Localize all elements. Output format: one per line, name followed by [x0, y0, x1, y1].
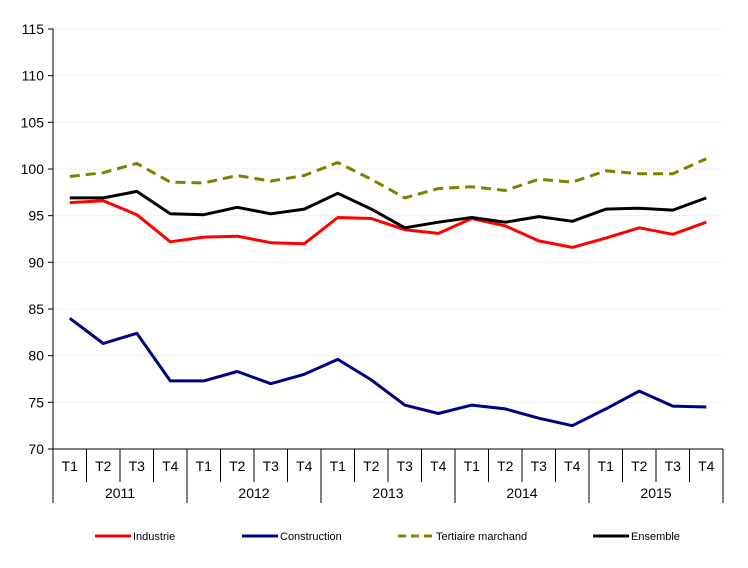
year-label: 2015	[640, 485, 671, 501]
x-tick-label: T3	[665, 458, 682, 474]
y-tick-label: 85	[28, 301, 44, 317]
x-tick-label: T3	[129, 458, 146, 474]
series-line-ensemble	[69, 189, 707, 230]
legend-label: Construction	[280, 531, 342, 543]
y-tick-label: 105	[21, 114, 45, 130]
series-line-construction	[68, 317, 707, 428]
x-tick-label: T4	[430, 458, 447, 474]
series-line-tertiaire-marchand	[69, 157, 707, 200]
x-tick-label: T2	[497, 458, 514, 474]
gridlines	[53, 28, 723, 403]
year-label: 2013	[372, 485, 403, 501]
year-label: 2011	[105, 485, 135, 501]
x-tick-label: T3	[397, 458, 414, 474]
y-tick-label: 100	[21, 161, 45, 177]
legend-label: Industrie	[133, 531, 175, 543]
x-tick-label: T1	[330, 458, 347, 474]
year-label: 2012	[238, 485, 269, 501]
x-axis: T1 T2 T3 T4 T1 T2 T3 T4 T1 T2 T3 T4 T1 T2 T3 T4 T1 T2 T3 T4…	[53, 448, 724, 503]
x-tick-label: T1	[62, 458, 79, 474]
year-label: 2014	[506, 485, 537, 501]
y-axis: 70 75 80 85 90 95 100 105 110 115	[21, 21, 54, 503]
y-tick-label: 70	[28, 441, 44, 457]
y-tick-label: 95	[28, 208, 44, 224]
x-tick-label: T1	[196, 458, 213, 474]
y-tick-label: 90	[28, 254, 44, 270]
legend-label: Ensemble	[631, 531, 680, 543]
legend-label: Tertiaire marchand	[436, 531, 527, 543]
plot-area	[68, 157, 707, 428]
x-tick-label: T1	[464, 458, 481, 474]
x-tick-label: T2	[95, 458, 112, 474]
x-tick-label: T4	[162, 458, 179, 474]
series-line-industrie	[69, 199, 707, 249]
x-tick-label: T1	[598, 458, 615, 474]
x-tick-label: T4	[564, 458, 581, 474]
x-tick-label: T2	[363, 458, 380, 474]
y-tick-label: 110	[22, 68, 45, 84]
y-tick-label: 80	[28, 348, 44, 364]
x-tick-label: T3	[531, 458, 548, 474]
legend: Industrie Construction Tertiaire marchand E…	[95, 531, 680, 543]
x-tick-label: T4	[296, 458, 313, 474]
x-tick-label: T2	[631, 458, 648, 474]
x-tick-label: T2	[229, 458, 246, 474]
x-tick-label: T4	[698, 458, 715, 474]
x-tick-label: T3	[263, 458, 280, 474]
y-tick-label: 115	[22, 21, 45, 37]
y-tick-label: 75	[28, 394, 44, 410]
